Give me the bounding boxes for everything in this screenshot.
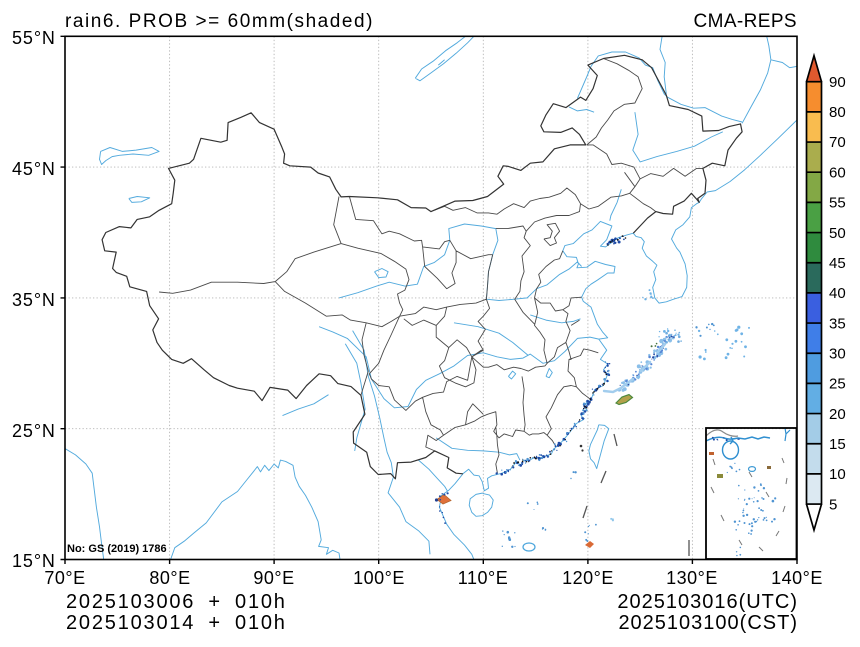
svg-text:45: 45 [829, 255, 846, 272]
svg-text:80: 80 [829, 104, 846, 121]
svg-text:40: 40 [829, 285, 846, 302]
svg-text:55: 55 [829, 195, 846, 212]
svg-text:70: 70 [829, 134, 846, 151]
svg-text:50: 50 [829, 225, 846, 242]
svg-text:20: 20 [829, 406, 846, 423]
svg-text:15: 15 [829, 436, 846, 453]
svg-text:60: 60 [829, 164, 846, 181]
svg-text:25: 25 [829, 376, 846, 393]
svg-text:90: 90 [829, 74, 846, 91]
svg-text:30: 30 [829, 345, 846, 362]
svg-text:35: 35 [829, 315, 846, 332]
svg-text:5: 5 [829, 496, 837, 513]
svg-text:10: 10 [829, 466, 846, 483]
